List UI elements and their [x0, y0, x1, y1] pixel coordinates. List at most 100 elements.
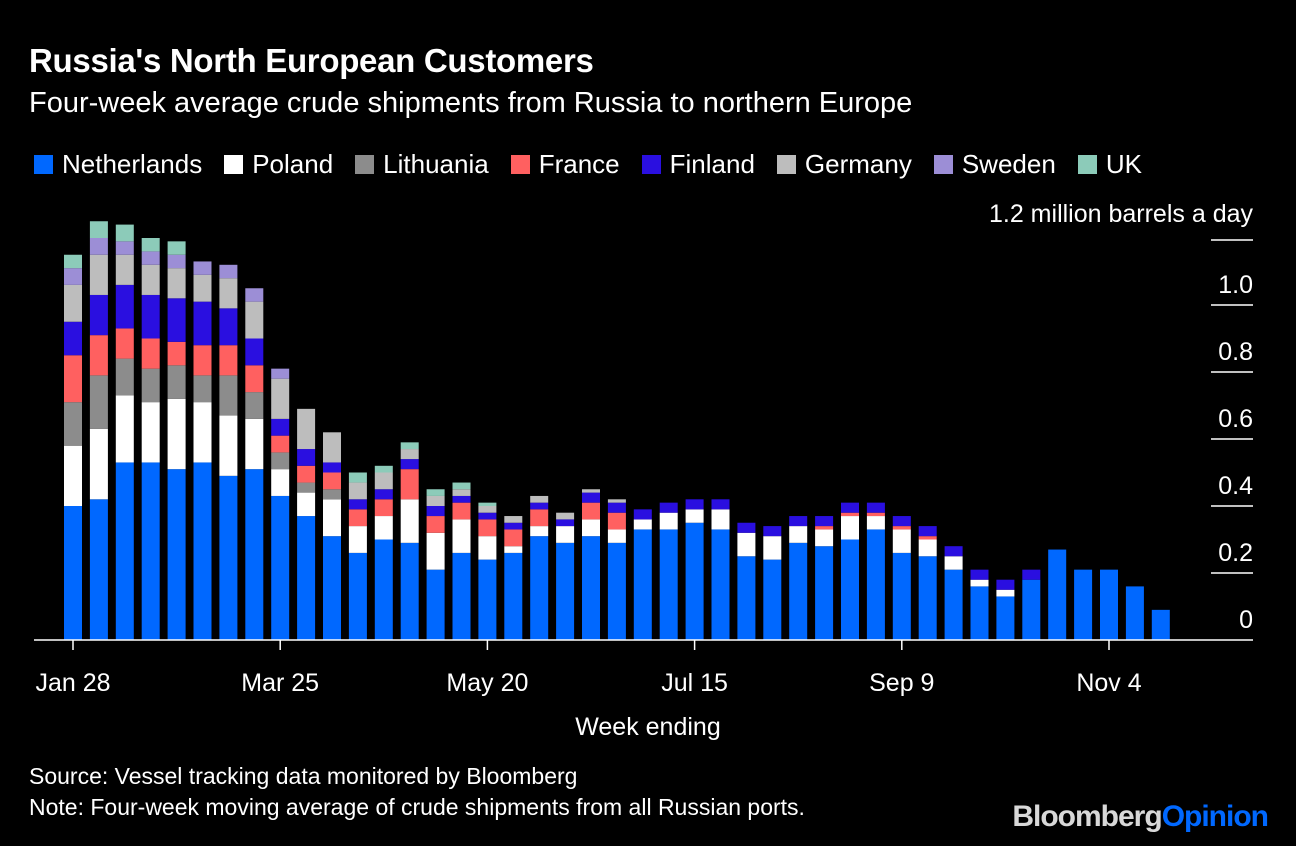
bar-france: [866, 512, 885, 517]
bar-france: [530, 509, 549, 527]
bar-lithuania: [89, 375, 108, 429]
bar-lithuania: [323, 489, 341, 500]
bar-lithuania: [271, 452, 290, 470]
bar-finland: [348, 499, 367, 510]
bar-germany: [478, 506, 497, 513]
bar-finland: [64, 321, 82, 356]
bar-france: [64, 355, 82, 403]
legend-label: Germany: [804, 149, 912, 179]
bar-sweden: [64, 268, 82, 285]
legend-item-finland: Finland: [641, 149, 755, 180]
x-tick-label: Sep 9: [869, 669, 934, 697]
bar-sweden: [89, 238, 108, 255]
bar-germany: [167, 268, 186, 299]
bar-poland: [892, 529, 911, 553]
bar-uk: [64, 254, 82, 269]
bar-finland: [89, 294, 108, 336]
bar-uk: [115, 224, 134, 242]
bar-poland: [348, 526, 367, 553]
legend-swatch: [1077, 155, 1097, 174]
bar-france: [89, 335, 108, 376]
chart-legend: Netherlands Poland Lithuania France Finland G…: [34, 149, 1164, 180]
bar-finland: [245, 338, 264, 366]
bar-netherlands: [1074, 569, 1093, 640]
bar-netherlands: [737, 556, 756, 640]
y-tick-label: 0.4: [1218, 472, 1253, 500]
bar-netherlands: [374, 539, 393, 640]
bar-sweden: [245, 288, 264, 302]
bar-finland: [841, 502, 859, 513]
bar-netherlands: [659, 529, 678, 640]
bar-poland: [167, 398, 186, 470]
bar-lithuania: [141, 368, 160, 403]
bar-poland: [996, 589, 1015, 597]
legend-label: Netherlands: [62, 149, 203, 179]
bar-finland: [1022, 569, 1041, 580]
bar-germany: [89, 254, 108, 295]
x-tick-label: Nov 4: [1076, 669, 1141, 697]
y-tick-label: 0.6: [1218, 405, 1253, 433]
legend-swatch: [641, 155, 661, 174]
bar-netherlands: [167, 469, 186, 640]
bar-netherlands: [323, 536, 341, 640]
bar-sweden: [271, 368, 290, 379]
bar-uk: [141, 238, 160, 252]
bar-uk: [452, 482, 471, 490]
bar-uk: [426, 489, 445, 496]
bar-germany: [64, 284, 82, 322]
x-tick-label: Jan 28: [35, 669, 110, 697]
bar-finland: [711, 499, 730, 510]
bar-uk: [400, 442, 419, 450]
bar-netherlands: [763, 559, 782, 640]
legend-swatch: [224, 155, 244, 174]
bar-netherlands: [89, 499, 108, 640]
bar-poland: [659, 512, 678, 530]
bar-france: [245, 365, 264, 393]
bar-france: [426, 516, 445, 533]
bar-germany: [400, 449, 419, 460]
stacked-bar-chart: 0 0.2 0.4 0.6 0.8 1.0 1.2 million barrels a da…: [34, 200, 1253, 741]
bar-finland: [141, 294, 160, 339]
bar-poland: [944, 556, 963, 570]
bar-germany: [323, 432, 341, 463]
bar-poland: [141, 402, 160, 463]
legend-swatch: [355, 155, 375, 174]
bar-uk: [167, 241, 186, 255]
bar-netherlands: [841, 539, 859, 640]
legend-label: Poland: [252, 149, 334, 179]
x-tick-label: May 20: [446, 669, 528, 697]
bar-netherlands: [1151, 609, 1170, 640]
bar-poland: [115, 395, 134, 463]
bar-finland: [659, 502, 678, 513]
bar-france: [297, 465, 316, 483]
bar-germany: [374, 472, 393, 490]
bar-france: [193, 345, 212, 376]
bar-netherlands: [789, 542, 808, 640]
bar-sweden: [193, 261, 212, 275]
bar-finland: [918, 526, 937, 537]
bar-uk: [478, 502, 497, 506]
bar-france: [115, 328, 134, 359]
bar-poland: [193, 402, 212, 463]
bar-germany: [607, 499, 626, 503]
bar-poland: [556, 526, 575, 543]
bar-germany: [504, 516, 523, 523]
bar-netherlands: [271, 495, 290, 640]
bar-france: [167, 341, 186, 366]
bar-france: [374, 499, 393, 517]
bar-netherlands: [348, 552, 367, 640]
y-tick-label: 1.0: [1218, 271, 1253, 299]
bar-finland: [297, 449, 316, 466]
bar-lithuania: [193, 375, 212, 403]
bar-finland: [452, 495, 471, 503]
bar-netherlands: [607, 542, 626, 640]
legend-label: Lithuania: [383, 149, 489, 179]
bar-finland: [323, 462, 341, 473]
legend-item-poland: Poland: [224, 149, 333, 180]
bar-finland: [219, 308, 238, 346]
bar-netherlands: [530, 536, 549, 640]
footnote: Note: Four-week moving average of crude …: [29, 794, 805, 820]
bar-poland: [219, 415, 238, 476]
bar-finland: [374, 489, 393, 500]
bar-germany: [556, 512, 575, 520]
